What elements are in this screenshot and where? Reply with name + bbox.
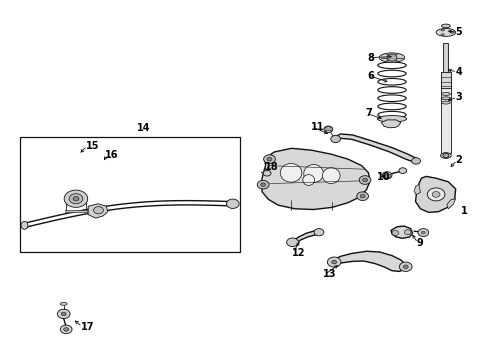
Circle shape (60, 325, 72, 334)
Ellipse shape (441, 153, 451, 158)
Ellipse shape (379, 53, 405, 62)
Text: 3: 3 (456, 92, 463, 102)
Circle shape (73, 197, 79, 201)
Polygon shape (333, 251, 406, 271)
Text: 8: 8 (368, 53, 374, 63)
Polygon shape (447, 199, 456, 209)
Bar (443, 43, 448, 77)
Text: 11: 11 (311, 122, 324, 132)
Bar (65, 210, 87, 212)
Text: 13: 13 (323, 269, 337, 279)
Ellipse shape (303, 175, 315, 185)
Ellipse shape (280, 163, 302, 182)
Polygon shape (334, 134, 416, 163)
Text: 9: 9 (416, 238, 423, 248)
Text: 2: 2 (456, 155, 463, 165)
Circle shape (421, 231, 425, 234)
Circle shape (432, 192, 440, 197)
Ellipse shape (304, 165, 323, 183)
Text: 17: 17 (81, 322, 95, 332)
Text: 5: 5 (456, 27, 463, 37)
Polygon shape (414, 184, 420, 194)
Circle shape (399, 262, 412, 271)
Circle shape (360, 194, 365, 198)
Circle shape (412, 158, 420, 164)
Circle shape (359, 176, 371, 184)
Text: 14: 14 (137, 123, 151, 133)
Ellipse shape (60, 302, 67, 305)
Ellipse shape (441, 97, 450, 100)
Circle shape (331, 135, 341, 143)
Circle shape (267, 157, 272, 161)
Ellipse shape (441, 93, 450, 95)
Text: 4: 4 (456, 67, 463, 77)
Bar (385, 174, 390, 177)
Polygon shape (325, 126, 332, 130)
Circle shape (57, 309, 70, 319)
Circle shape (94, 207, 103, 214)
Circle shape (263, 170, 271, 176)
Text: 18: 18 (265, 162, 278, 172)
Circle shape (64, 328, 69, 331)
Circle shape (264, 155, 275, 163)
Circle shape (363, 178, 368, 182)
Circle shape (427, 188, 445, 201)
Ellipse shape (441, 34, 444, 35)
Circle shape (261, 183, 266, 186)
Text: 1: 1 (461, 206, 467, 216)
Circle shape (257, 180, 269, 189)
Ellipse shape (322, 168, 340, 184)
Ellipse shape (441, 30, 444, 31)
Circle shape (387, 54, 397, 61)
Bar (441, 77, 451, 153)
Text: 7: 7 (365, 108, 372, 118)
Circle shape (418, 229, 429, 237)
Circle shape (327, 257, 341, 267)
Polygon shape (261, 148, 370, 210)
Polygon shape (391, 226, 413, 238)
Circle shape (64, 190, 88, 207)
Circle shape (226, 199, 239, 208)
Circle shape (392, 230, 399, 235)
Circle shape (69, 194, 83, 204)
Polygon shape (381, 120, 401, 128)
Circle shape (443, 153, 449, 158)
Circle shape (404, 230, 411, 235)
Circle shape (314, 229, 324, 236)
Circle shape (382, 172, 392, 179)
Text: 10: 10 (377, 172, 391, 182)
Text: 15: 15 (86, 141, 99, 151)
Circle shape (403, 265, 408, 269)
Text: 16: 16 (105, 150, 119, 160)
Circle shape (332, 260, 337, 264)
Circle shape (399, 168, 407, 174)
Circle shape (61, 312, 66, 316)
Polygon shape (88, 204, 108, 218)
Circle shape (324, 126, 333, 132)
Bar (441, 72, 451, 88)
Text: 12: 12 (292, 248, 305, 258)
Bar (20, 137, 240, 252)
Ellipse shape (436, 28, 456, 36)
Circle shape (287, 238, 298, 247)
Ellipse shape (377, 116, 407, 122)
Polygon shape (416, 176, 456, 212)
Text: 6: 6 (368, 71, 374, 81)
Ellipse shape (441, 24, 450, 28)
Ellipse shape (451, 32, 454, 33)
Ellipse shape (441, 101, 450, 104)
Polygon shape (292, 230, 320, 244)
Circle shape (357, 192, 368, 201)
Ellipse shape (21, 221, 28, 229)
